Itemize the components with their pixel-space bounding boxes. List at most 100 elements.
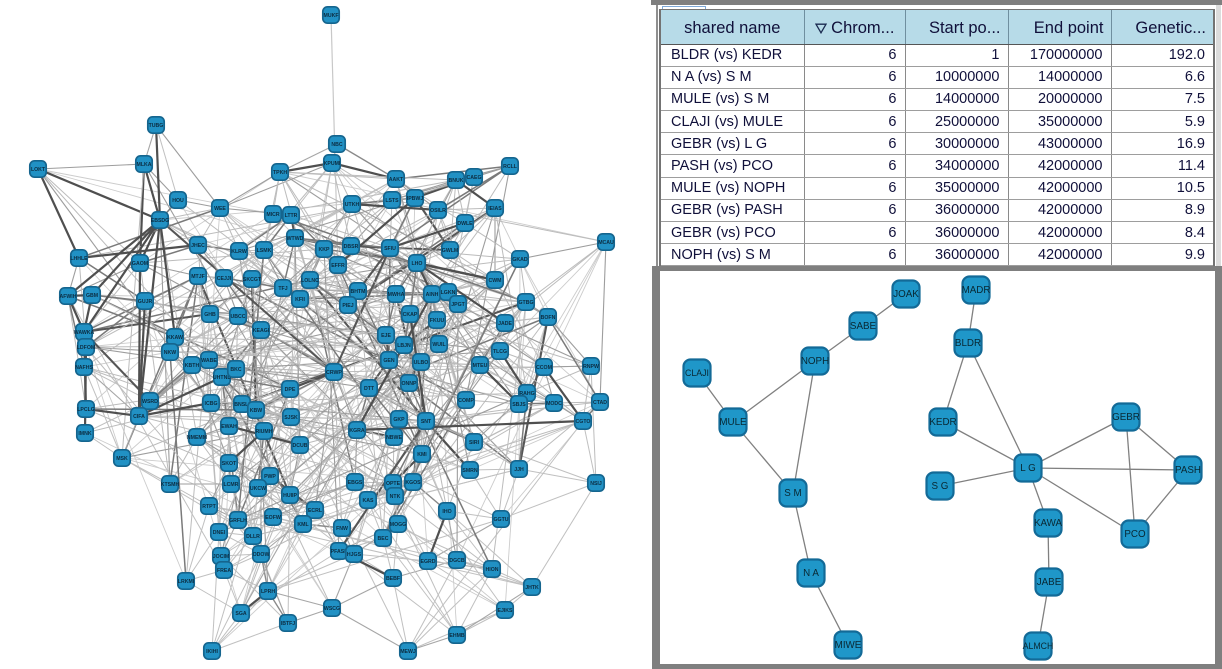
svg-text:RIUMH: RIUMH xyxy=(255,429,272,435)
svg-text:JHEC: JHEC xyxy=(191,243,205,249)
svg-text:MTEU: MTEU xyxy=(473,363,488,369)
svg-text:GTBG: GTBG xyxy=(519,300,534,306)
svg-text:ODOW: ODOW xyxy=(253,552,270,558)
svg-text:EHMB: EHMB xyxy=(449,633,465,639)
svg-text:WSRD: WSRD xyxy=(142,399,158,405)
svg-text:WUIL: WUIL xyxy=(432,342,446,348)
svg-text:AINH: AINH xyxy=(426,292,439,298)
svg-text:TLCG: TLCG xyxy=(493,349,507,355)
svg-text:JHTK: JHTK xyxy=(525,585,539,591)
svg-text:NTK: NTK xyxy=(390,494,401,500)
svg-text:HION: HION xyxy=(486,567,499,573)
svg-text:CTAD: CTAD xyxy=(593,400,607,406)
svg-text:DLLR: DLLR xyxy=(246,534,260,540)
svg-text:S M: S M xyxy=(784,488,801,499)
svg-text:SKOT: SKOT xyxy=(222,461,237,467)
svg-text:NSIJ: NSIJ xyxy=(590,481,602,487)
svg-text:HOU: HOU xyxy=(172,198,184,204)
svg-text:EJIKS: EJIKS xyxy=(498,608,514,614)
svg-text:EFFR: EFFR xyxy=(331,263,345,269)
svg-text:RNPW: RNPW xyxy=(583,364,599,370)
svg-text:PCO: PCO xyxy=(1124,529,1146,540)
svg-text:DWLE: DWLE xyxy=(457,221,473,227)
svg-text:KTSMH: KTSMH xyxy=(161,482,180,488)
svg-text:ULBO: ULBO xyxy=(414,360,429,366)
svg-text:MCAU: MCAU xyxy=(598,240,614,246)
svg-text:WTWD: WTWD xyxy=(287,236,304,242)
svg-text:OSILR: OSILR xyxy=(430,208,446,214)
svg-text:JOCIM: JOCIM xyxy=(213,554,229,560)
svg-text:SBJS: SBJS xyxy=(512,402,526,408)
svg-text:FKUU: FKUU xyxy=(430,318,445,324)
svg-text:RTPT: RTPT xyxy=(202,504,216,510)
svg-text:KGOS: KGOS xyxy=(405,480,421,486)
svg-text:DBSR: DBSR xyxy=(344,244,359,250)
svg-text:MICR: MICR xyxy=(266,212,280,218)
svg-text:ALMCH: ALMCH xyxy=(1023,641,1054,651)
svg-text:GKAD: GKAD xyxy=(512,257,528,263)
svg-text:KLRW: KLRW xyxy=(231,249,247,255)
svg-text:WABE: WABE xyxy=(201,358,217,364)
svg-text:MLKA: MLKA xyxy=(137,162,152,168)
svg-text:LOLNC: LOLNC xyxy=(301,278,319,284)
svg-text:KEAGI: KEAGI xyxy=(253,328,270,334)
svg-text:KKAW: KKAW xyxy=(167,335,183,341)
svg-text:LOKT: LOKT xyxy=(31,167,46,173)
svg-text:UTKH: UTKH xyxy=(345,202,360,208)
svg-text:TPKH: TPKH xyxy=(273,170,287,176)
svg-text:IBTFJ: IBTFJ xyxy=(281,621,296,627)
svg-text:IKIHI: IKIHI xyxy=(206,649,218,655)
svg-text:LCMR: LCMR xyxy=(224,482,239,488)
svg-text:GKP: GKP xyxy=(393,417,405,423)
svg-text:MIWE: MIWE xyxy=(835,640,862,651)
svg-text:SGA: SGA xyxy=(235,611,246,617)
svg-text:NMEMM: NMEMM xyxy=(187,435,207,441)
svg-text:LBJN: LBJN xyxy=(397,343,411,349)
svg-text:CIFA: CIFA xyxy=(133,414,145,420)
svg-text:AAKT: AAKT xyxy=(389,177,404,183)
svg-text:BHTM: BHTM xyxy=(351,289,366,295)
svg-text:EBSDG: EBSDG xyxy=(151,218,169,224)
svg-text:JOAK: JOAK xyxy=(893,289,919,300)
svg-text:WAWKA: WAWKA xyxy=(74,330,95,336)
svg-text:MWHA: MWHA xyxy=(388,292,405,298)
svg-text:KPUMI: KPUMI xyxy=(324,161,341,167)
svg-text:KBW: KBW xyxy=(250,408,262,414)
svg-text:BKC: BKC xyxy=(230,367,241,373)
svg-text:LPCLG: LPCLG xyxy=(77,407,95,413)
svg-text:SIRI: SIRI xyxy=(469,440,480,446)
svg-text:HJGS: HJGS xyxy=(347,552,362,558)
svg-text:EBGS: EBGS xyxy=(348,480,363,486)
svg-text:LSTS: LSTS xyxy=(385,198,399,204)
svg-text:LPRH: LPRH xyxy=(261,589,275,595)
svg-text:JJH: JJH xyxy=(514,467,524,473)
svg-text:GRFLH: GRFLH xyxy=(229,518,247,524)
svg-text:COMP: COMP xyxy=(458,398,474,404)
svg-text:UKCW: UKCW xyxy=(250,486,266,492)
svg-text:EJE: EJE xyxy=(381,333,391,339)
svg-text:IHO: IHO xyxy=(442,509,451,515)
svg-text:FREA: FREA xyxy=(217,568,231,574)
svg-text:SJSK: SJSK xyxy=(284,415,298,421)
svg-text:KMI: KMI xyxy=(417,452,427,458)
svg-text:DNEI: DNEI xyxy=(213,530,226,536)
svg-text:JPGT: JPGT xyxy=(451,302,465,308)
svg-text:CRWP: CRWP xyxy=(326,370,342,376)
svg-text:KAS: KAS xyxy=(363,498,374,504)
svg-text:BOFN: BOFN xyxy=(541,315,556,321)
svg-text:DPE: DPE xyxy=(285,387,296,393)
svg-text:GAOM: GAOM xyxy=(132,261,148,267)
svg-text:EGRD: EGRD xyxy=(421,559,436,565)
svg-text:LSMK: LSMK xyxy=(257,248,272,254)
svg-text:LRKMI: LRKMI xyxy=(178,579,195,585)
svg-text:CLAJI: CLAJI xyxy=(685,368,709,378)
svg-text:IMNK: IMNK xyxy=(78,431,92,437)
svg-text:JABE: JABE xyxy=(1037,577,1062,588)
svg-text:DGCB: DGCB xyxy=(449,558,465,564)
svg-text:LTTR: LTTR xyxy=(285,213,298,219)
svg-text:GBM: GBM xyxy=(86,293,98,299)
svg-text:LHO: LHO xyxy=(412,261,423,267)
svg-text:BNSLI: BNSLI xyxy=(234,402,250,408)
svg-text:JADE: JADE xyxy=(498,321,512,327)
svg-text:NBWE: NBWE xyxy=(386,435,402,441)
